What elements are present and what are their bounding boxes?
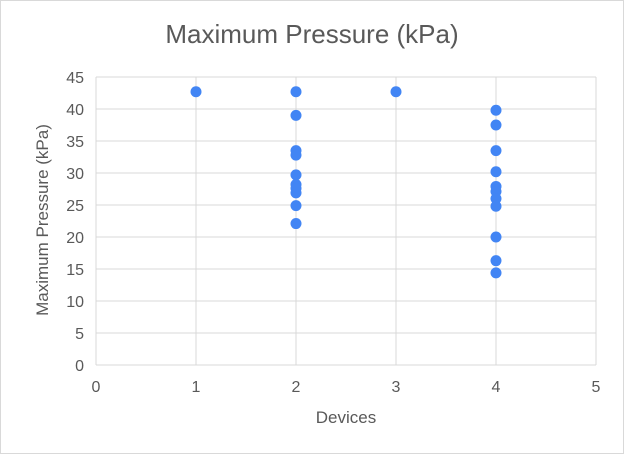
- grid-lines: [95, 76, 597, 366]
- y-tick-label: 10: [66, 294, 84, 311]
- data-point: [290, 218, 302, 230]
- y-tick-label: 25: [66, 198, 84, 215]
- y-axis-title: Maximum Pressure (kPa): [33, 124, 52, 316]
- data-point: [490, 255, 502, 267]
- x-tick-label: 3: [392, 379, 401, 396]
- y-tick-label: 30: [66, 166, 84, 183]
- data-point: [190, 86, 202, 98]
- chart-title: Maximum Pressure (kPa): [165, 19, 458, 49]
- x-axis-ticks: 0 1 2 3 4 5: [92, 379, 601, 396]
- y-tick-label: 35: [66, 134, 84, 151]
- y-tick-label: 0: [75, 358, 84, 375]
- data-point: [490, 166, 502, 178]
- data-point: [490, 200, 502, 212]
- data-point: [290, 187, 302, 199]
- data-point: [490, 145, 502, 157]
- x-tick-label: 2: [292, 379, 301, 396]
- x-tick-label: 4: [492, 379, 501, 396]
- x-tick-label: 0: [92, 379, 101, 396]
- data-point: [490, 231, 502, 243]
- y-tick-label: 20: [66, 230, 84, 247]
- data-point: [490, 193, 502, 205]
- data-point: [490, 104, 502, 116]
- data-point: [490, 267, 502, 279]
- y-tick-label: 40: [66, 102, 84, 119]
- data-points: [190, 86, 502, 279]
- y-tick-label: 45: [66, 70, 84, 87]
- x-tick-label: 5: [592, 379, 601, 396]
- data-point: [290, 86, 302, 98]
- data-point: [290, 149, 302, 161]
- data-point: [290, 109, 302, 121]
- data-point: [290, 169, 302, 181]
- data-point: [390, 86, 402, 98]
- x-tick-label: 1: [192, 379, 201, 396]
- y-tick-label: 5: [75, 326, 84, 343]
- x-axis-title: Devices: [316, 408, 376, 427]
- data-point: [490, 119, 502, 131]
- data-point: [290, 200, 302, 212]
- y-axis-ticks: 0 5 10 15 20 25 30 35 40 45: [66, 70, 84, 375]
- y-tick-label: 15: [66, 262, 84, 279]
